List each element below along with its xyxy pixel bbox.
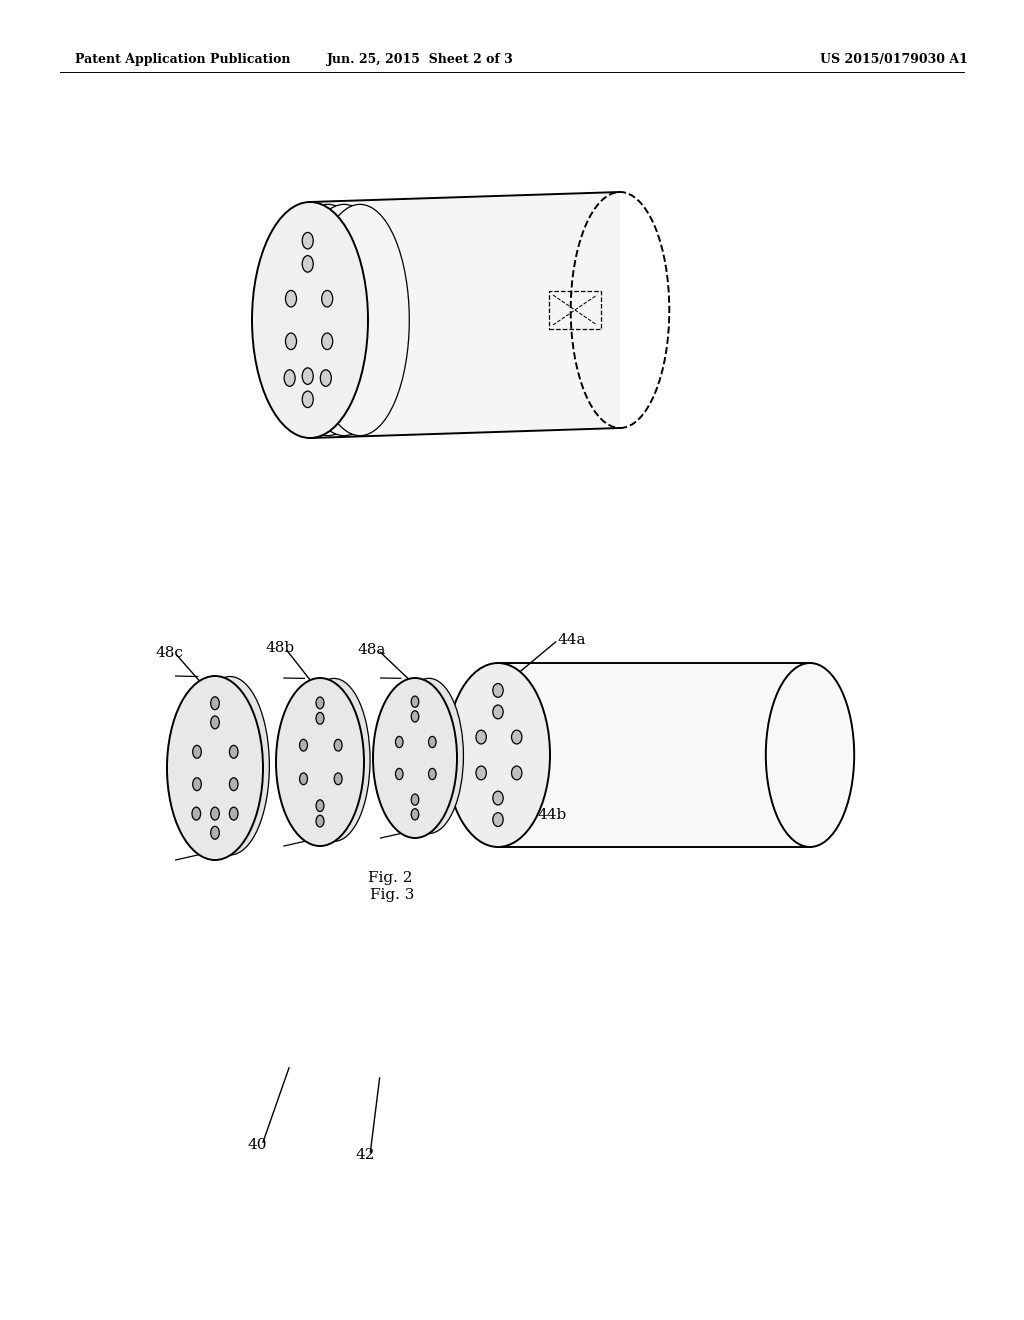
Ellipse shape (286, 333, 297, 350)
PathPatch shape (498, 663, 810, 847)
Ellipse shape (284, 370, 295, 387)
Ellipse shape (429, 737, 436, 747)
Ellipse shape (252, 202, 368, 438)
PathPatch shape (310, 191, 620, 438)
Ellipse shape (373, 678, 457, 838)
Ellipse shape (298, 678, 370, 841)
Ellipse shape (316, 816, 324, 828)
Text: US 2015/0179030 A1: US 2015/0179030 A1 (820, 54, 968, 66)
Ellipse shape (191, 808, 201, 820)
Text: 42: 42 (355, 1148, 375, 1162)
Ellipse shape (322, 333, 333, 350)
Ellipse shape (395, 768, 403, 780)
Ellipse shape (493, 684, 503, 697)
Ellipse shape (276, 678, 364, 846)
Ellipse shape (300, 774, 307, 784)
Ellipse shape (429, 768, 436, 780)
Bar (549, 290, 601, 329)
Ellipse shape (302, 256, 313, 272)
Ellipse shape (316, 697, 324, 709)
Ellipse shape (766, 663, 854, 847)
Ellipse shape (211, 826, 219, 840)
Ellipse shape (493, 705, 503, 719)
Ellipse shape (412, 795, 419, 805)
Text: Fig. 3: Fig. 3 (370, 888, 414, 902)
Ellipse shape (229, 746, 238, 758)
Ellipse shape (316, 713, 324, 725)
Ellipse shape (229, 808, 238, 820)
Text: 44a: 44a (558, 634, 587, 647)
Ellipse shape (190, 677, 269, 855)
Ellipse shape (412, 696, 419, 708)
Ellipse shape (167, 676, 263, 861)
Ellipse shape (476, 730, 486, 744)
Ellipse shape (295, 205, 393, 436)
Text: Patent Application Publication: Patent Application Publication (75, 54, 291, 66)
Ellipse shape (302, 232, 313, 249)
Ellipse shape (321, 370, 332, 387)
Ellipse shape (316, 800, 324, 812)
Text: 48c: 48c (155, 645, 183, 660)
Ellipse shape (334, 774, 342, 784)
Ellipse shape (211, 808, 219, 820)
Text: 44c: 44c (487, 818, 515, 832)
Ellipse shape (446, 663, 550, 847)
Text: 40: 40 (247, 1138, 266, 1152)
Ellipse shape (211, 715, 219, 729)
Ellipse shape (310, 205, 410, 436)
Ellipse shape (279, 205, 377, 436)
Ellipse shape (229, 777, 238, 791)
Ellipse shape (322, 290, 333, 308)
Ellipse shape (211, 697, 219, 710)
Text: 48b: 48b (265, 642, 294, 655)
Ellipse shape (394, 678, 464, 833)
Ellipse shape (300, 739, 307, 751)
Ellipse shape (193, 777, 202, 791)
Ellipse shape (412, 710, 419, 722)
Ellipse shape (286, 290, 297, 308)
Text: Fig. 2: Fig. 2 (368, 871, 413, 884)
Ellipse shape (476, 766, 486, 780)
Ellipse shape (493, 791, 503, 805)
Text: Jun. 25, 2015  Sheet 2 of 3: Jun. 25, 2015 Sheet 2 of 3 (327, 54, 513, 66)
Text: 44b: 44b (538, 808, 567, 822)
Text: 48a: 48a (358, 643, 386, 657)
Ellipse shape (302, 368, 313, 384)
Ellipse shape (512, 730, 522, 744)
Ellipse shape (193, 746, 202, 758)
Ellipse shape (493, 813, 503, 826)
Ellipse shape (395, 737, 403, 747)
Ellipse shape (334, 739, 342, 751)
Ellipse shape (412, 809, 419, 820)
Ellipse shape (512, 766, 522, 780)
Ellipse shape (302, 391, 313, 408)
